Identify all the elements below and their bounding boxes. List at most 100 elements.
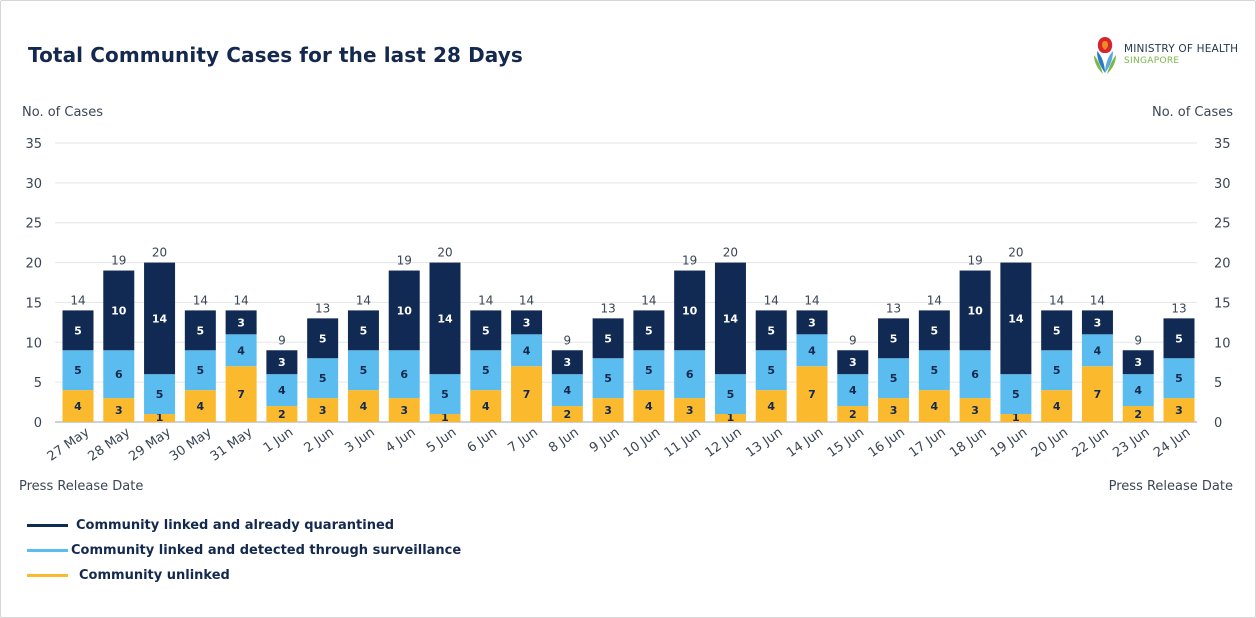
segment-value-label: 3: [808, 316, 816, 329]
x-tick-label: 14 Jun: [784, 425, 826, 461]
bar-segment: [878, 398, 910, 422]
bar-total-label: 14: [70, 293, 85, 307]
bar-segment: [103, 398, 135, 422]
bar-segment: [633, 310, 665, 351]
bar-segment: [62, 310, 94, 351]
bar-segment: [1122, 374, 1154, 407]
segment-value-label: 5: [890, 372, 898, 385]
segment-value-label: 6: [115, 368, 123, 381]
segment-value-label: 14: [437, 312, 453, 325]
segment-value-label: 5: [1053, 324, 1061, 337]
segment-value-label: 5: [360, 324, 368, 337]
bar-total-label: 19: [111, 254, 126, 268]
moh-emblem-icon: [1094, 37, 1116, 74]
x-tick-label: 9 Jun: [587, 425, 622, 456]
logo-ministry-text: MINISTRY OF HEALTH: [1124, 43, 1239, 55]
segment-value-label: 2: [278, 408, 286, 421]
bar-segment: [1163, 358, 1195, 399]
bar-segment: [674, 270, 706, 351]
bar-segment: [225, 310, 257, 335]
segment-value-label: 4: [197, 400, 205, 413]
bar-total-label: 9: [849, 333, 857, 347]
segment-value-label: 4: [1053, 400, 1061, 413]
legend-swatch: [27, 574, 68, 577]
segment-value-label: 10: [682, 304, 698, 317]
segment-value-label: 3: [237, 316, 245, 329]
y-tick-label-right: 0: [1214, 416, 1222, 431]
segment-value-label: 5: [482, 364, 490, 377]
bar-segment: [470, 390, 502, 422]
x-tick-label: 7 Jun: [505, 425, 540, 456]
chart-title: Total Community Cases for the last 28 Da…: [28, 43, 523, 67]
segment-value-label: 14: [723, 312, 739, 325]
bar-segment: [878, 318, 910, 359]
y-tick-label-right: 35: [1214, 137, 1231, 152]
bar-segment: [307, 318, 339, 359]
segment-value-label: 4: [564, 384, 572, 397]
bar-total-label: 14: [804, 293, 819, 307]
y-tick-label-left: 30: [25, 177, 42, 192]
x-tick-label: 29 May: [126, 425, 174, 465]
segment-value-label: 1: [156, 411, 164, 424]
bar-segment: [511, 334, 543, 367]
segment-value-label: 10: [397, 304, 413, 317]
segment-value-label: 3: [971, 404, 979, 417]
bar-segment: [592, 358, 624, 399]
bar-segment: [307, 358, 339, 399]
bar-segment: [266, 406, 298, 422]
bar-segment: [1081, 310, 1113, 335]
bar-segment: [796, 310, 828, 335]
segment-value-label: 5: [74, 324, 82, 337]
x-axis-title-right: Press Release Date: [1108, 479, 1233, 494]
segment-value-label: 5: [604, 372, 612, 385]
bar-segment: [429, 374, 461, 415]
bar-total-label: 14: [1090, 293, 1105, 307]
y-tick-label-left: 5: [34, 376, 42, 391]
x-tick-label: 6 Jun: [465, 425, 500, 456]
segment-value-label: 3: [278, 356, 286, 369]
x-tick-label: 13 Jun: [743, 425, 785, 461]
bar-segment: [1081, 366, 1113, 422]
segment-value-label: 3: [564, 356, 572, 369]
segment-value-label: 2: [849, 408, 857, 421]
bar-segment: [592, 398, 624, 422]
bar-segment: [1081, 334, 1113, 367]
x-tick-label: 10 Jun: [621, 425, 663, 461]
segment-value-label: 4: [237, 344, 245, 357]
segment-value-label: 4: [360, 400, 368, 413]
segment-value-label: 5: [197, 324, 205, 337]
bar-segment: [837, 406, 869, 422]
x-tick-label: 22 Jun: [1070, 425, 1112, 461]
bar-segment: [1000, 374, 1032, 415]
bar-total-label: 14: [1049, 293, 1064, 307]
segment-value-label: 3: [319, 404, 327, 417]
segment-value-label: 5: [360, 364, 368, 377]
segment-value-label: 3: [523, 316, 531, 329]
segment-value-label: 5: [1175, 372, 1183, 385]
bar-total-label: 14: [927, 293, 942, 307]
y-tick-label-right: 25: [1214, 217, 1231, 232]
segment-value-label: 7: [237, 388, 245, 401]
x-tick-label: 17 Jun: [906, 425, 948, 461]
segment-value-label: 5: [767, 364, 775, 377]
segment-value-label: 3: [1094, 316, 1102, 329]
segment-value-label: 14: [152, 312, 168, 325]
x-tick-label: 31 May: [208, 425, 256, 465]
bar-segment: [307, 398, 339, 422]
segment-value-label: 4: [523, 344, 531, 357]
segment-value-label: 1: [441, 411, 449, 424]
segment-value-label: 5: [890, 332, 898, 345]
segment-value-label: 4: [74, 400, 82, 413]
bar-segment: [1041, 350, 1073, 391]
x-tick-label: 24 Jun: [1151, 425, 1193, 461]
bar-segment: [1122, 406, 1154, 422]
bar-segment: [62, 390, 94, 422]
segment-value-label: 4: [278, 384, 286, 397]
segment-value-label: 3: [115, 404, 123, 417]
segment-value-label: 5: [727, 388, 735, 401]
bar-segment: [184, 310, 216, 351]
segment-value-label: 4: [482, 400, 490, 413]
bar-segment: [837, 374, 869, 407]
bar-segment: [837, 350, 869, 375]
segment-value-label: 1: [1012, 411, 1020, 424]
